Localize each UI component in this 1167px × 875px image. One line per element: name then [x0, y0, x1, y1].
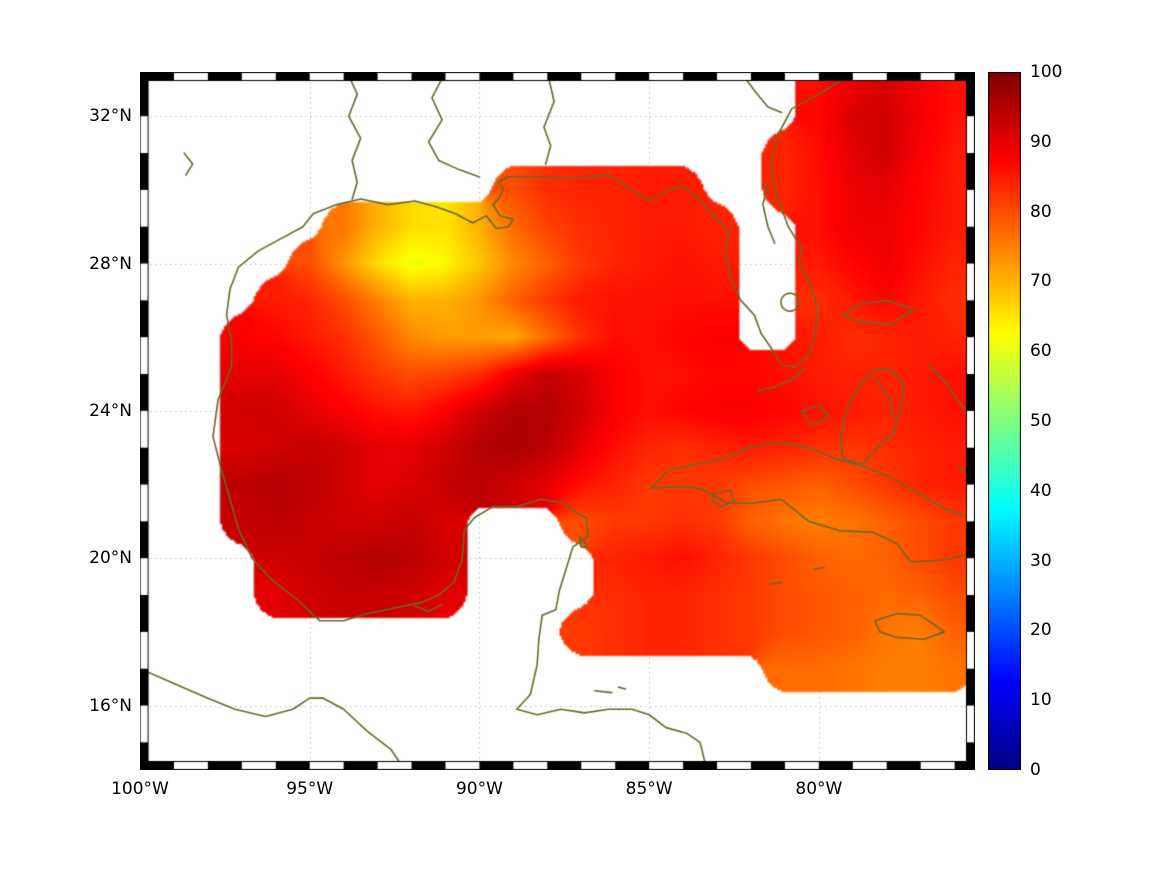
colorbar-tick-label: 40: [1030, 480, 1052, 501]
colorbar-tick-label: 20: [1030, 620, 1052, 641]
y-tick-label: 16°N: [89, 695, 132, 716]
x-tick-label: 80°W: [795, 779, 843, 799]
y-tick-label: 28°N: [89, 253, 132, 274]
colorbar-tick-label: 10: [1030, 690, 1052, 711]
colorbar-tick-label: 50: [1030, 411, 1052, 431]
colorbar-tick-label: 30: [1030, 550, 1052, 571]
colorbar: [988, 72, 1021, 770]
colorbar-tick-label: 60: [1030, 341, 1052, 362]
y-tick-label: 32°N: [89, 106, 132, 127]
colorbar-tick-label: 70: [1030, 271, 1052, 292]
y-tick-label: 24°N: [89, 400, 132, 421]
x-tick-label: 100°W: [111, 779, 169, 799]
x-tick-label: 95°W: [286, 779, 334, 799]
colorbar-tick-label: 90: [1030, 131, 1052, 152]
x-tick-label: 85°W: [625, 779, 673, 799]
x-tick-label: 90°W: [455, 779, 503, 799]
colorbar-tick-label: 100: [1030, 62, 1063, 82]
colorbar-tick-label: 80: [1030, 201, 1052, 222]
colorbar-tick-label: 0: [1030, 760, 1041, 780]
y-tick-label: 20°N: [89, 548, 132, 569]
map-canvas: [140, 72, 975, 770]
